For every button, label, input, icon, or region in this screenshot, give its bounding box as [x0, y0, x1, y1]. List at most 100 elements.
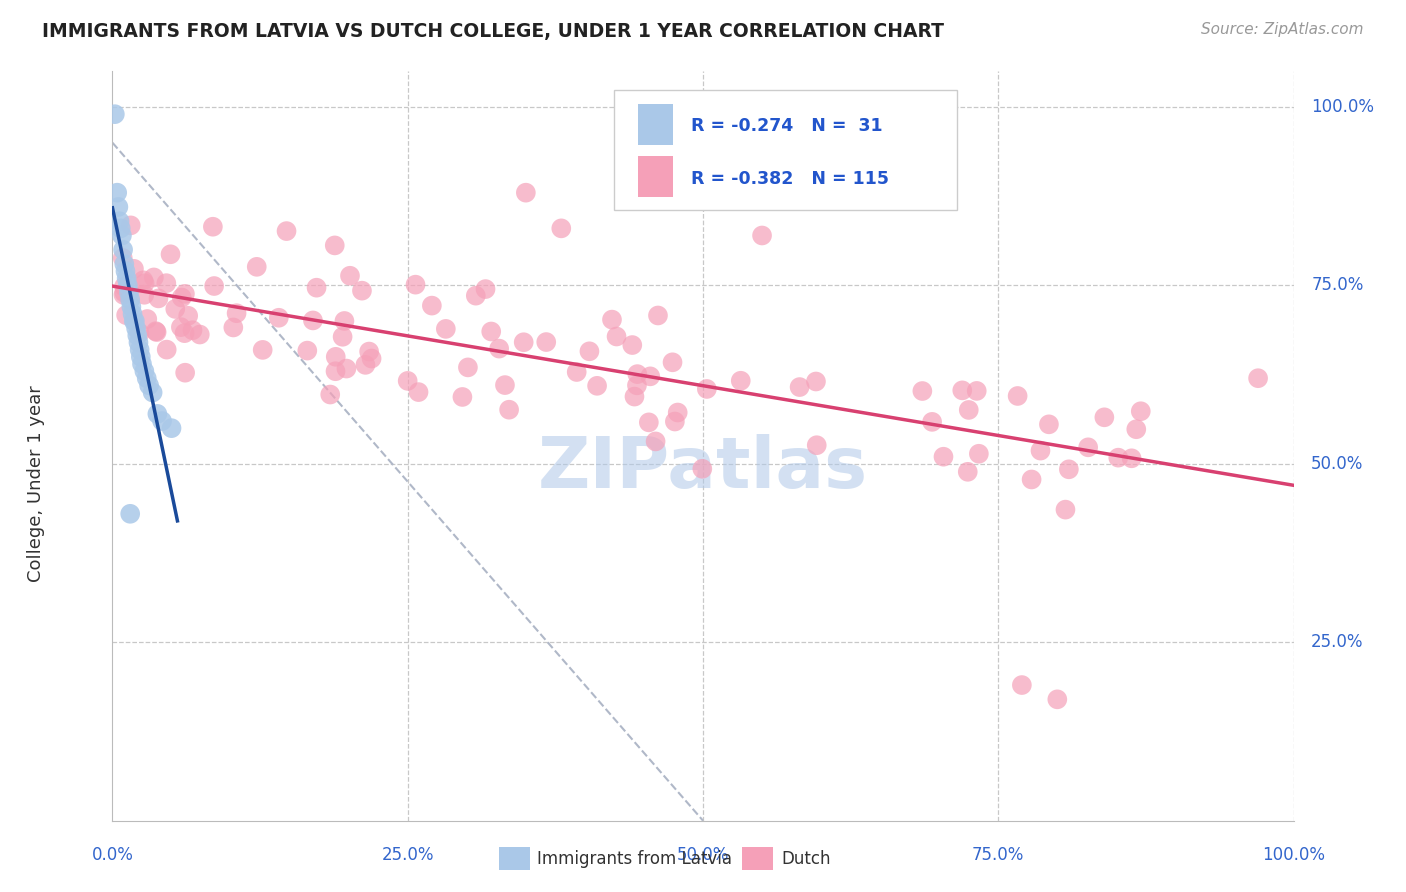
Point — [112, 288, 135, 302]
Text: ZIPatlas: ZIPatlas — [538, 434, 868, 503]
Point — [494, 378, 516, 392]
Point — [339, 268, 361, 283]
Point — [1129, 404, 1152, 418]
Point — [112, 257, 135, 271]
Point — [111, 228, 134, 243]
Point — [120, 293, 142, 307]
Text: 50.0%: 50.0% — [1312, 455, 1364, 473]
Text: IMMIGRANTS FROM LATVIA VS DUTCH COLLEGE, UNDER 1 YEAR CORRELATION CHART: IMMIGRANTS FROM LATVIA VS DUTCH COLLEGE,… — [42, 22, 945, 41]
Point — [132, 273, 155, 287]
Point — [932, 450, 955, 464]
Point — [405, 277, 427, 292]
Text: Immigrants from Latvia: Immigrants from Latvia — [537, 850, 733, 868]
Point — [135, 371, 157, 385]
Point — [661, 355, 683, 369]
Point — [115, 308, 138, 322]
Point — [664, 415, 686, 429]
Point — [112, 243, 135, 257]
Point — [146, 407, 169, 421]
Point — [600, 312, 623, 326]
Point — [225, 306, 247, 320]
Point — [1125, 422, 1147, 436]
Point — [1046, 692, 1069, 706]
Point — [332, 330, 354, 344]
Point — [302, 313, 325, 327]
Point — [276, 224, 298, 238]
Point — [142, 270, 165, 285]
Point — [457, 360, 479, 375]
Point — [112, 285, 135, 300]
Point — [637, 415, 659, 429]
Point — [305, 281, 328, 295]
Point — [145, 325, 167, 339]
Point — [122, 261, 145, 276]
Bar — [638, 103, 673, 145]
Point — [515, 186, 537, 200]
Point — [325, 350, 347, 364]
Point — [550, 221, 572, 235]
Point — [1038, 417, 1060, 432]
Point — [323, 238, 346, 252]
Point — [177, 309, 200, 323]
Point — [127, 335, 149, 350]
Point — [354, 358, 377, 372]
Text: 50.0%: 50.0% — [676, 846, 730, 863]
Point — [297, 343, 319, 358]
Point — [536, 334, 558, 349]
Point — [160, 421, 183, 435]
Point — [128, 326, 150, 340]
Point — [120, 300, 142, 314]
Point — [692, 462, 714, 476]
Point — [474, 282, 496, 296]
Point — [142, 385, 165, 400]
Point — [201, 219, 224, 234]
Point — [202, 279, 225, 293]
Point — [578, 344, 600, 359]
Point — [464, 288, 486, 302]
Point — [107, 200, 129, 214]
Point — [267, 310, 290, 325]
Text: 0.0%: 0.0% — [91, 846, 134, 863]
Point — [117, 278, 139, 293]
Point — [1107, 450, 1129, 465]
Point — [105, 186, 128, 200]
Text: College, Under 1 year: College, Under 1 year — [27, 385, 45, 582]
Point — [138, 378, 160, 392]
Point — [134, 287, 156, 301]
Point — [252, 343, 274, 357]
Point — [957, 403, 980, 417]
Point — [148, 292, 170, 306]
Point — [1247, 371, 1270, 385]
Text: Source: ZipAtlas.com: Source: ZipAtlas.com — [1201, 22, 1364, 37]
Point — [626, 378, 648, 392]
Point — [325, 364, 347, 378]
Point — [134, 364, 156, 378]
Point — [319, 387, 342, 401]
Point — [188, 327, 211, 342]
Point — [921, 415, 943, 429]
Point — [112, 279, 135, 293]
Point — [730, 374, 752, 388]
Point — [751, 228, 773, 243]
Point — [122, 314, 145, 328]
Point — [125, 321, 148, 335]
Point — [950, 384, 973, 398]
Point — [136, 312, 159, 326]
Point — [159, 247, 181, 261]
Point — [165, 301, 187, 316]
Point — [789, 380, 811, 394]
Point — [156, 343, 179, 357]
Point — [181, 323, 204, 337]
Point — [606, 329, 628, 343]
Text: Dutch: Dutch — [782, 850, 831, 868]
Point — [104, 107, 127, 121]
Point — [114, 264, 136, 278]
Point — [131, 357, 153, 371]
Point — [806, 438, 828, 452]
Point — [911, 384, 934, 398]
Point — [350, 284, 373, 298]
Point — [359, 344, 381, 359]
Point — [1077, 440, 1099, 454]
Point — [360, 351, 382, 366]
Point — [170, 291, 193, 305]
